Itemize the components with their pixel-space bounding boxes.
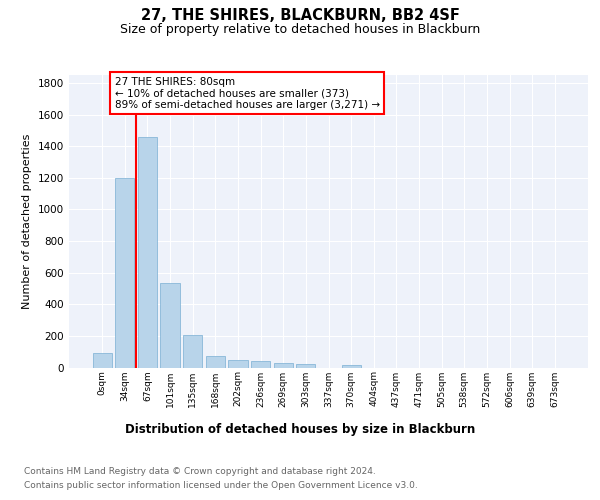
Bar [160, 283, 180, 368]
Text: 27, THE SHIRES, BLACKBURN, BB2 4SF: 27, THE SHIRES, BLACKBURN, BB2 4SF [140, 8, 460, 22]
Bar [115, 178, 134, 368]
Text: Size of property relative to detached houses in Blackburn: Size of property relative to detached ho… [120, 22, 480, 36]
Bar [341, 365, 361, 368]
Text: 27 THE SHIRES: 80sqm
← 10% of detached houses are smaller (373)
89% of semi-deta: 27 THE SHIRES: 80sqm ← 10% of detached h… [115, 76, 380, 110]
Bar [251, 361, 270, 368]
Text: Contains public sector information licensed under the Open Government Licence v3: Contains public sector information licen… [24, 481, 418, 490]
Y-axis label: Number of detached properties: Number of detached properties [22, 134, 32, 309]
Bar [138, 136, 157, 368]
Bar [274, 363, 293, 368]
Text: Distribution of detached houses by size in Blackburn: Distribution of detached houses by size … [125, 422, 475, 436]
Bar [206, 356, 225, 368]
Bar [296, 364, 316, 368]
Bar [183, 335, 202, 368]
Text: Contains HM Land Registry data © Crown copyright and database right 2024.: Contains HM Land Registry data © Crown c… [24, 468, 376, 476]
Bar [229, 360, 248, 368]
Bar [92, 354, 112, 368]
